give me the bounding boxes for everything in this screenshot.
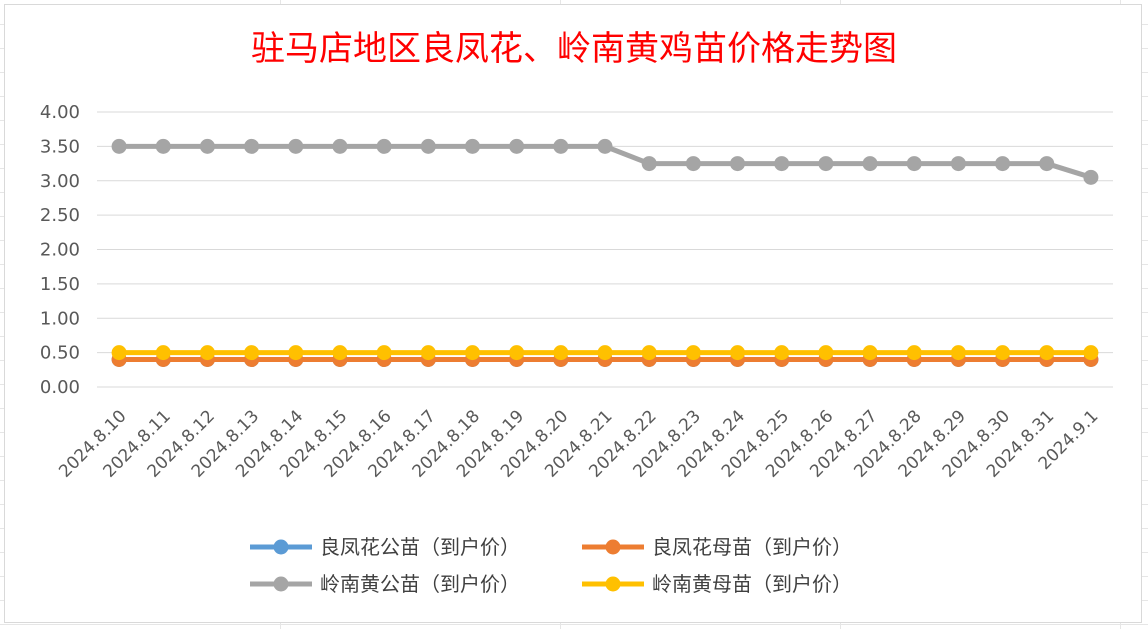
data-point	[420, 138, 436, 154]
data-point	[950, 345, 966, 361]
data-point	[685, 345, 701, 361]
chart-area[interactable]	[4, 4, 1142, 623]
legend-label: 良凤花母苗（到户价）	[652, 535, 852, 559]
legend-item[interactable]: 岭南黄母苗（到户价）	[582, 572, 852, 596]
legend-item[interactable]: 良凤花公苗（到户价）	[250, 535, 520, 559]
legend-label: 良凤花公苗（到户价）	[320, 535, 520, 559]
y-tick-label: 0.00	[40, 377, 80, 398]
data-point	[995, 345, 1011, 361]
data-point	[464, 138, 480, 154]
data-point	[376, 345, 392, 361]
y-tick-label: 2.00	[40, 240, 80, 261]
data-point	[509, 138, 525, 154]
legend-swatch-marker	[605, 539, 621, 555]
data-point	[509, 345, 525, 361]
y-tick-label: 1.00	[40, 308, 80, 329]
data-point	[288, 345, 304, 361]
data-point	[950, 156, 966, 172]
data-point	[730, 345, 746, 361]
legend-item[interactable]: 良凤花母苗（到户价）	[582, 535, 852, 559]
data-point	[376, 138, 392, 154]
series-3	[111, 138, 1099, 185]
data-point	[111, 345, 127, 361]
data-point	[199, 138, 215, 154]
series-4	[111, 345, 1099, 361]
data-point	[1039, 345, 1055, 361]
data-point	[553, 138, 569, 154]
data-point	[641, 156, 657, 172]
y-tick-label: 3.50	[40, 136, 80, 157]
legend-swatch-marker	[273, 576, 289, 592]
data-point	[641, 345, 657, 361]
legend-label: 岭南黄母苗（到户价）	[652, 572, 852, 596]
data-point	[420, 345, 436, 361]
data-point	[332, 345, 348, 361]
data-point	[1083, 345, 1099, 361]
y-axis-tick-labels: 0.00 0.50 1.00 1.50 2.00 2.50 3.00 3.50 4.00	[40, 102, 80, 398]
legend-label: 岭南黄公苗（到户价）	[320, 572, 520, 596]
data-point	[862, 345, 878, 361]
data-point	[774, 156, 790, 172]
data-point	[774, 345, 790, 361]
data-point	[818, 345, 834, 361]
legend-item[interactable]: 岭南黄公苗（到户价）	[250, 572, 520, 596]
legend: 良凤花公苗（到户价） 良凤花母苗（到户价） 岭南黄公苗（到户价） 岭南黄母苗（到户价）	[250, 535, 852, 596]
data-point	[597, 138, 613, 154]
data-point	[199, 345, 215, 361]
data-point	[155, 138, 171, 154]
data-point	[862, 156, 878, 172]
y-tick-label: 3.00	[40, 171, 80, 192]
y-gridlines	[97, 111, 1113, 388]
chart-title: 驻马店地区良凤花、岭南黄鸡苗价格走势图	[251, 29, 897, 69]
y-tick-label: 2.50	[40, 205, 80, 226]
data-point	[155, 345, 171, 361]
data-point	[818, 156, 834, 172]
data-point	[288, 138, 304, 154]
data-point	[464, 345, 480, 361]
y-tick-label: 1.50	[40, 274, 80, 295]
data-point	[995, 156, 1011, 172]
data-point	[906, 156, 922, 172]
data-point	[244, 138, 260, 154]
y-tick-label: 0.50	[40, 343, 80, 364]
y-tick-label: 4.00	[40, 102, 80, 123]
data-point	[597, 345, 613, 361]
data-point	[332, 138, 348, 154]
legend-swatch-marker	[273, 539, 289, 555]
data-point	[111, 138, 127, 154]
legend-swatch-marker	[605, 576, 621, 592]
data-point	[1039, 156, 1055, 172]
data-point	[1083, 169, 1099, 185]
x-axis-tick-labels: 2024.8.102024.8.112024.8.122024.8.132024…	[55, 406, 1102, 481]
data-point	[906, 345, 922, 361]
data-point	[244, 345, 260, 361]
data-point	[730, 156, 746, 172]
series-layer	[111, 138, 1099, 367]
data-point	[685, 156, 701, 172]
data-point	[553, 345, 569, 361]
